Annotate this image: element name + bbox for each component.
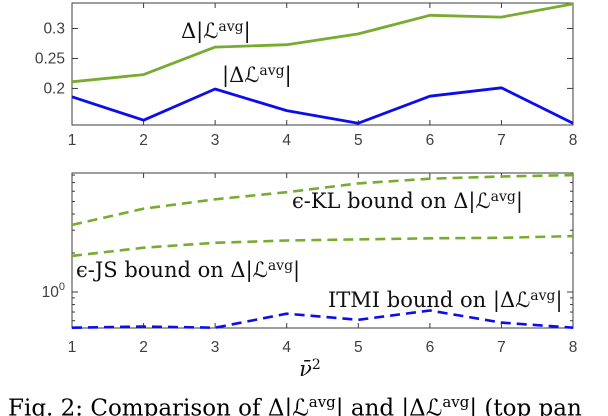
epsilon-kl-bound-line: [71, 173, 574, 227]
x-tick-label: 8: [569, 132, 578, 149]
top-panel-chart: 0.2 0.25 0.3 1 2 3 4 5 6 7 8 Δ|ℒavg| |Δℒ…: [35, 2, 578, 149]
x-tick-label: 3: [211, 339, 220, 356]
axes-frame: [71, 2, 574, 126]
x-tick-label: 7: [497, 132, 506, 149]
x-tick-label: 5: [354, 339, 363, 356]
caption-text: | and |Δℒ: [335, 395, 443, 416]
abs-delta-l-avg-line: [71, 86, 574, 125]
y-tick-label: 100: [42, 281, 65, 301]
caption-superscript: avg: [308, 393, 336, 411]
caption-superscript: avg: [442, 393, 470, 411]
y-tick-label: 0.2: [43, 80, 65, 97]
itmi-bound-line: [71, 309, 574, 329]
bottom-panel-chart: 100 1 2 3 4 5 6 7 8 ϵ-KL bound on Δ|ℒavg…: [42, 172, 578, 381]
x-tick-label: 3: [211, 132, 220, 149]
x-axis-label: ν̄2: [299, 357, 321, 381]
caption-text: Fig. 2: Comparison of Δ|ℒ: [8, 395, 309, 416]
series-label-epsilon-js: ϵ-JS bound on Δ|ℒavg|: [76, 258, 300, 283]
series-label-itmi: ITMI bound on |Δℒavg|: [328, 288, 563, 313]
x-tick-label: 5: [354, 132, 363, 149]
delta-l-avg-line: [71, 2, 574, 84]
x-tick-label: 7: [497, 339, 506, 356]
x-tick-label: 6: [426, 132, 435, 149]
caption-text: | (top pan: [469, 395, 582, 416]
x-tick-label: 2: [139, 339, 148, 356]
series-label-epsilon-kl: ϵ-KL bound on Δ|ℒavg|: [292, 189, 523, 214]
x-tick-label: 4: [282, 132, 291, 149]
x-tick-label: 1: [68, 132, 77, 149]
figure-caption: Fig. 2: Comparison of Δ|ℒavg| and |Δℒavg…: [8, 393, 608, 416]
series-label-abs-delta-l-avg: |Δℒavg|: [222, 63, 292, 88]
y-tick-label: 0.25: [35, 51, 65, 68]
x-tick-label: 8: [569, 339, 578, 356]
x-tick-label: 6: [426, 339, 435, 356]
x-tick-label: 2: [139, 132, 148, 149]
y-tick-label: 0.3: [43, 21, 65, 38]
epsilon-js-bound-line: [71, 234, 574, 258]
x-tick-label: 4: [282, 339, 291, 356]
x-tick-label: 1: [68, 339, 77, 356]
series-label-delta-l-avg: Δ|ℒavg|: [181, 19, 251, 44]
